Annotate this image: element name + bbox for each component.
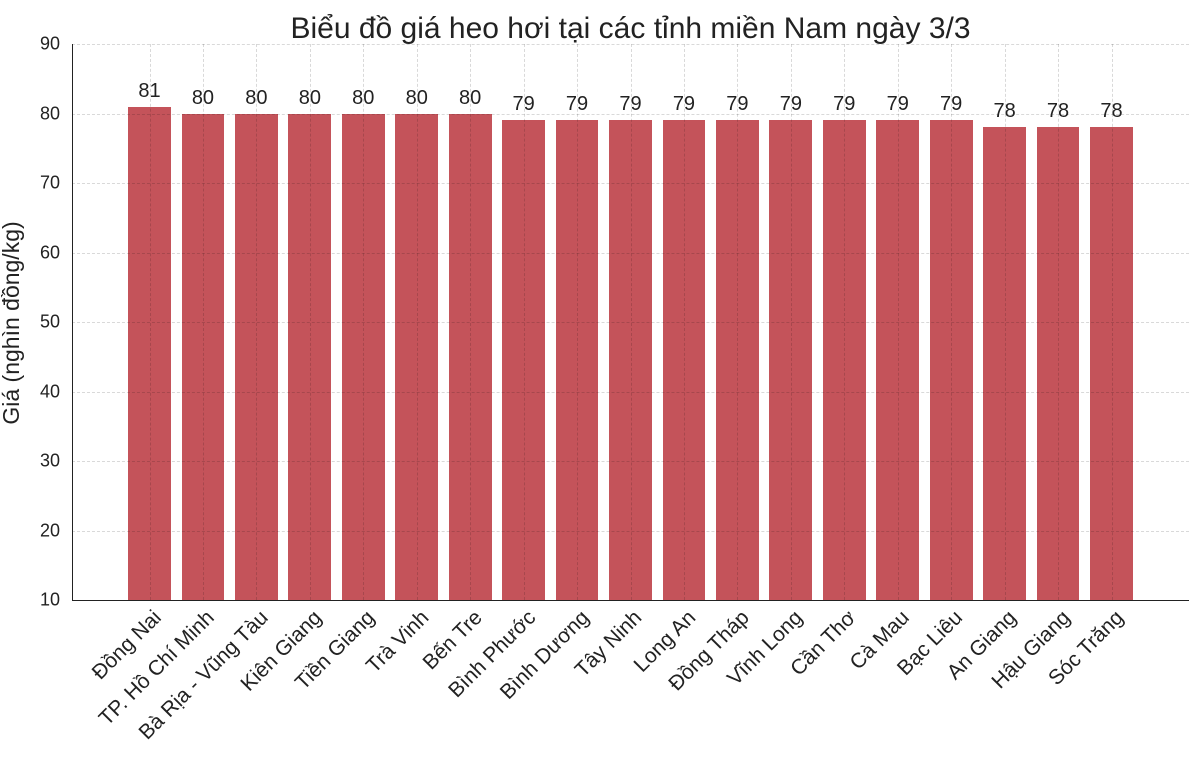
svg-text:Giá (nghìn đồng/kg): Giá (nghìn đồng/kg): [0, 221, 24, 424]
